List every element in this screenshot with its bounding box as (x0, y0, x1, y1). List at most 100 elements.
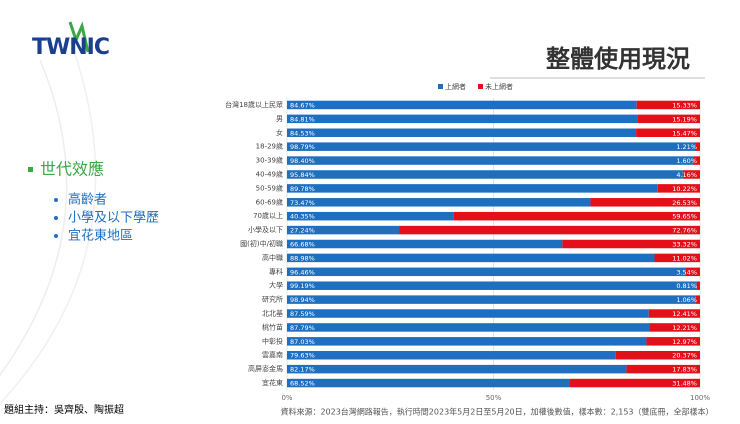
bar-segment (682, 170, 700, 179)
data-label: 1.06% (676, 296, 697, 304)
legend-label: 未上網者 (485, 82, 513, 91)
data-label: 79.63% (290, 352, 315, 360)
y-tick-label: 60-69歲 (256, 197, 283, 206)
data-label: 72.76% (672, 227, 697, 235)
data-label: 20.37% (672, 352, 697, 360)
data-label: 15.47% (672, 129, 697, 137)
y-tick-label: 桃竹苗 (262, 322, 283, 331)
y-tick-label: 小學及以下 (248, 225, 283, 234)
bar-segment (685, 267, 700, 277)
y-tick-label: 北北基 (262, 309, 283, 318)
legend-label: 上網者 (445, 82, 466, 91)
data-label: 84.81% (290, 115, 315, 123)
data-label: 66.68% (290, 241, 315, 249)
bar-segment (287, 239, 563, 249)
data-label: 99.19% (290, 282, 315, 290)
data-label: 27.24% (290, 227, 315, 235)
bar-segment (399, 225, 700, 235)
y-tick-label: 男 (276, 115, 283, 123)
bar-segment (646, 337, 700, 346)
bullet: 宜花東地區 (68, 228, 133, 244)
bar-segment (615, 350, 700, 360)
data-label: 84.53% (290, 129, 315, 137)
data-label: 82.17% (290, 366, 315, 374)
x-tick-label: 0% (281, 394, 292, 402)
y-tick-label: 專科 (269, 267, 283, 276)
bar-segment (287, 156, 694, 165)
bar-segment (287, 170, 683, 179)
bar-segment (590, 198, 700, 207)
bar-segment (287, 184, 658, 193)
data-label: 26.53% (672, 199, 697, 207)
bullet-dot (54, 234, 58, 238)
bar-segment (648, 309, 700, 318)
data-label: 4.16% (676, 171, 697, 179)
y-tick-label: 雲嘉南 (262, 350, 283, 359)
y-tick-label: 50-59歲 (256, 183, 283, 192)
data-label: 87.79% (290, 324, 315, 332)
data-label: 40.35% (290, 213, 315, 221)
y-tick-label: 高屏澎金馬 (248, 364, 283, 373)
data-label: 15.19% (672, 115, 697, 123)
bar-segment (695, 142, 700, 151)
y-tick-label: 台灣18歲以上民眾 (225, 100, 283, 109)
data-label: 68.52% (290, 380, 315, 388)
x-tick-label: 50% (486, 394, 502, 402)
bar-segment (695, 295, 700, 304)
y-tick-label: 大學 (269, 281, 283, 290)
bar-segment (562, 239, 700, 249)
heading-bullet (28, 167, 33, 172)
bar-segment (654, 253, 700, 263)
bar-segment (453, 211, 700, 221)
data-label: 17.83% (672, 366, 697, 374)
bullet-dot (54, 198, 58, 202)
bar-segment (287, 142, 696, 151)
title: 整體使用現況 (546, 45, 690, 73)
data-label: 98.40% (290, 157, 315, 165)
bar-segment (287, 337, 647, 346)
source: 資料來源：2023台灣網路報告，執行時間2023年5月2日至5月20日，加權後數… (280, 407, 713, 417)
heading: 世代效應 (40, 160, 104, 179)
data-label: 12.97% (672, 338, 697, 346)
y-tick-label: 18-29歲 (256, 142, 283, 151)
bullet: 高齡者 (68, 192, 107, 208)
y-tick-label: 國(初)中/初職 (240, 239, 283, 248)
bar-segment (649, 323, 700, 332)
bar-segment (287, 295, 696, 304)
logo-mark (68, 21, 90, 53)
data-label: 84.67% (290, 101, 315, 109)
bar-segment (626, 364, 700, 374)
y-tick-label: 30-39歲 (256, 156, 283, 165)
bar-segment (287, 309, 649, 318)
y-tick-label: 宜花東 (262, 378, 283, 387)
bar-segment (636, 100, 700, 110)
data-label: 0.81% (676, 282, 697, 290)
y-tick-label: 研究所 (262, 295, 283, 304)
bar-segment (637, 114, 700, 124)
x-tick-label: 100% (690, 394, 710, 402)
bar-segment (287, 281, 697, 290)
data-label: 59.65% (672, 213, 697, 221)
bullet-dot (54, 216, 58, 220)
data-label: 33.32% (672, 241, 697, 249)
y-tick-label: 高中職 (262, 253, 283, 262)
decoration (0, 39, 97, 405)
bar-segment (636, 128, 700, 138)
bar-segment (287, 198, 591, 207)
data-label: 89.78% (290, 185, 315, 193)
bar-segment (287, 128, 637, 138)
data-label: 1.21% (676, 143, 697, 151)
host: 題組主持：吳齊殷、陶振超 (4, 403, 124, 416)
y-tick-label: 中彰投 (262, 336, 283, 345)
data-label: 98.79% (290, 143, 315, 151)
bar-segment (287, 114, 638, 124)
data-label: 1.60% (676, 157, 697, 165)
bullet: 小學及以下學歷 (68, 211, 159, 226)
bar-segment (287, 211, 454, 221)
data-label: 15.33% (672, 101, 697, 109)
data-label: 96.46% (290, 268, 315, 276)
data-label: 12.21% (672, 324, 697, 332)
data-label: 88.98% (290, 254, 315, 262)
bar-segment (287, 323, 650, 332)
